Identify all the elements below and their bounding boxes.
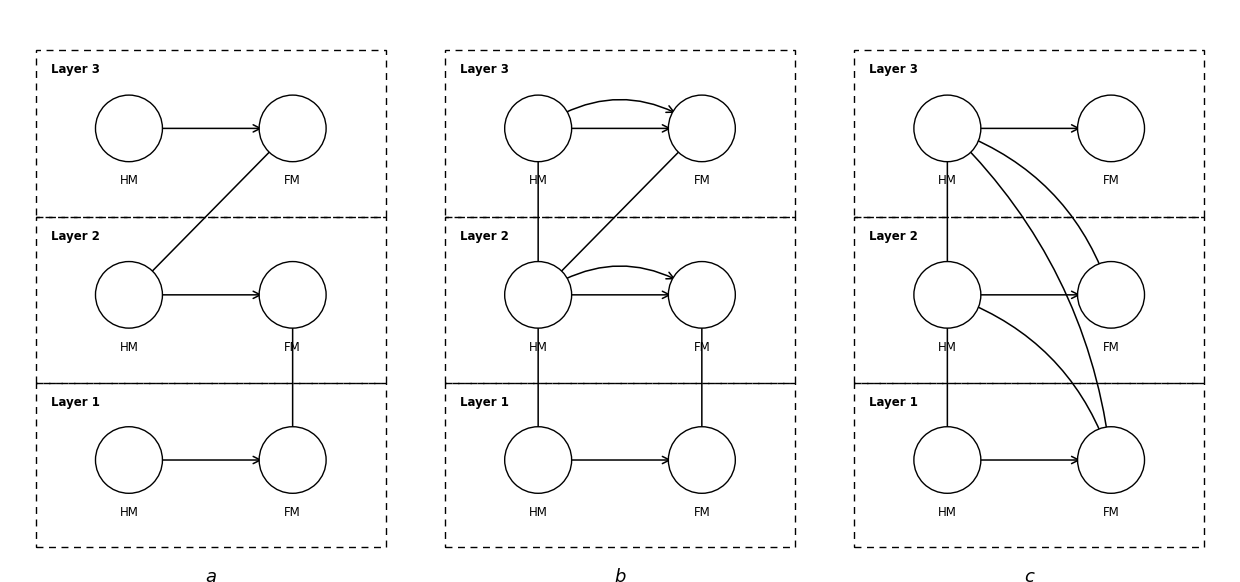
Text: HM: HM: [119, 341, 139, 354]
Text: FM: FM: [1102, 175, 1120, 187]
Text: FM: FM: [284, 341, 301, 354]
Text: FM: FM: [284, 175, 301, 187]
Text: HM: HM: [937, 175, 957, 187]
Text: HM: HM: [937, 506, 957, 519]
Text: b: b: [614, 567, 626, 582]
Bar: [36, 383, 386, 547]
Text: HM: HM: [937, 341, 957, 354]
Text: Layer 1: Layer 1: [51, 396, 99, 409]
Bar: [445, 217, 795, 383]
Ellipse shape: [505, 95, 572, 162]
Ellipse shape: [259, 427, 326, 494]
Ellipse shape: [1078, 427, 1145, 494]
Bar: [445, 50, 795, 217]
Ellipse shape: [505, 261, 572, 328]
Text: FM: FM: [693, 341, 711, 354]
Text: FM: FM: [693, 175, 711, 187]
Text: Layer 2: Layer 2: [51, 229, 99, 243]
Text: Layer 3: Layer 3: [460, 63, 508, 76]
Ellipse shape: [668, 95, 735, 162]
Ellipse shape: [1078, 261, 1145, 328]
Ellipse shape: [505, 427, 572, 494]
Text: Layer 2: Layer 2: [869, 229, 918, 243]
Bar: [36, 217, 386, 383]
Text: c: c: [1024, 567, 1034, 582]
Text: FM: FM: [1102, 506, 1120, 519]
Text: Layer 1: Layer 1: [869, 396, 918, 409]
Text: FM: FM: [693, 506, 711, 519]
Text: a: a: [206, 567, 216, 582]
Text: HM: HM: [119, 506, 139, 519]
Bar: [854, 383, 1204, 547]
Ellipse shape: [914, 261, 981, 328]
Ellipse shape: [259, 95, 326, 162]
Bar: [854, 217, 1204, 383]
Ellipse shape: [1078, 95, 1145, 162]
Text: HM: HM: [528, 506, 548, 519]
Text: FM: FM: [284, 506, 301, 519]
Text: HM: HM: [528, 341, 548, 354]
Ellipse shape: [259, 261, 326, 328]
Ellipse shape: [95, 95, 162, 162]
Text: HM: HM: [528, 175, 548, 187]
Ellipse shape: [95, 427, 162, 494]
Text: HM: HM: [119, 175, 139, 187]
Text: Layer 3: Layer 3: [869, 63, 918, 76]
Ellipse shape: [914, 427, 981, 494]
Ellipse shape: [95, 261, 162, 328]
Text: Layer 1: Layer 1: [460, 396, 508, 409]
Ellipse shape: [668, 427, 735, 494]
Text: FM: FM: [1102, 341, 1120, 354]
Text: Layer 2: Layer 2: [460, 229, 508, 243]
Bar: [854, 50, 1204, 217]
Ellipse shape: [668, 261, 735, 328]
Ellipse shape: [914, 95, 981, 162]
Bar: [445, 383, 795, 547]
Text: Layer 3: Layer 3: [51, 63, 99, 76]
Bar: [36, 50, 386, 217]
